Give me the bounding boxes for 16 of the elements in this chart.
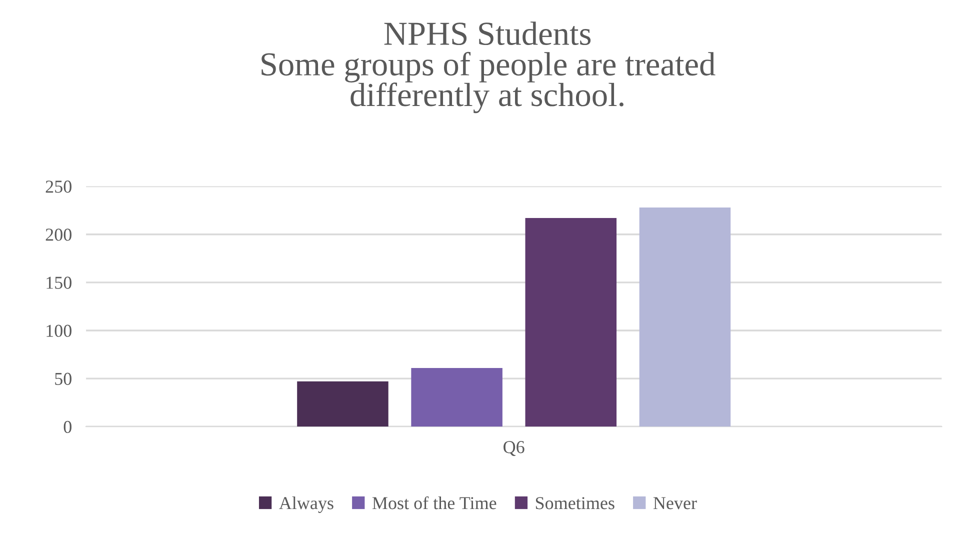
bar [525, 218, 617, 427]
y-tick-label: 250 [46, 180, 72, 193]
x-tick-label: Q6 [504, 441, 524, 456]
bar [411, 368, 502, 427]
legend-label: Always [279, 496, 334, 513]
bar [297, 381, 388, 427]
legend-label: Never [653, 497, 697, 510]
legend-label: Sometimes [536, 497, 614, 510]
bar [639, 207, 731, 427]
y-tick-label: 100 [46, 324, 72, 337]
y-tick-label: 200 [46, 228, 72, 241]
chart-title: NPHS Students Some groups of people are treated differently at school. [262, 22, 716, 114]
legend-label: Most of the Time [372, 496, 496, 510]
y-tick-label: 150 [46, 276, 72, 289]
y-tick-label: 50 [55, 372, 72, 385]
y-tick-label: 0 [64, 420, 72, 434]
